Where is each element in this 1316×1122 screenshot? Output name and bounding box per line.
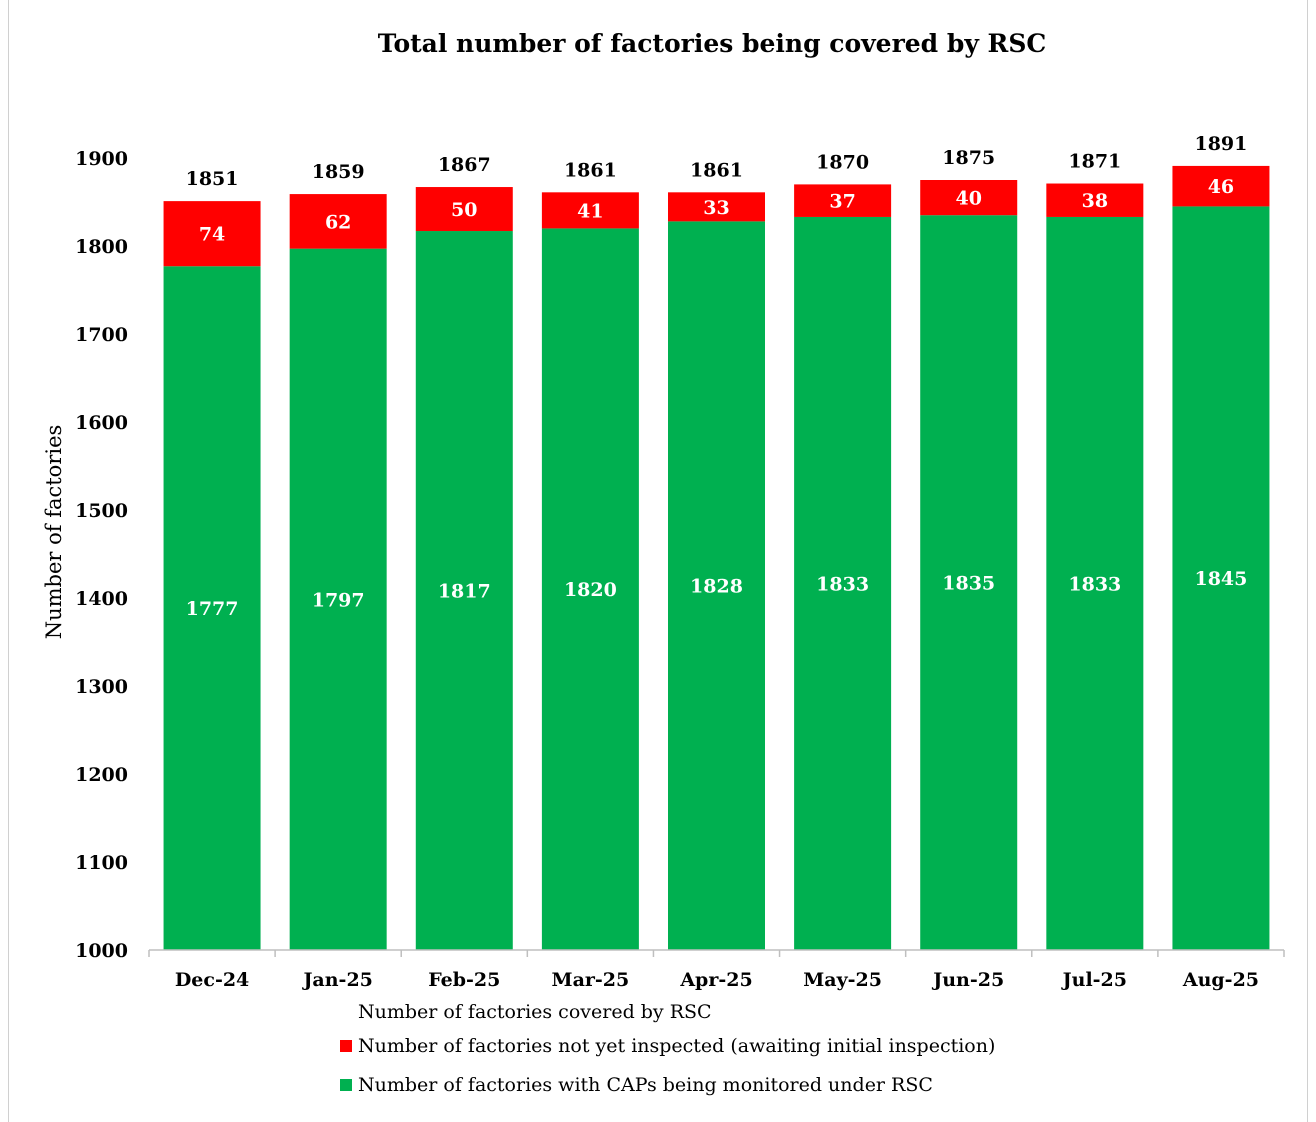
- data-label-not-inspected: 74: [199, 224, 225, 246]
- bar-not-inspected: [794, 184, 892, 217]
- x-tick-label: Apr-25: [679, 969, 752, 991]
- data-label-not-inspected: 37: [829, 191, 855, 213]
- data-label-total: 1859: [312, 161, 365, 183]
- bar-not-inspected: [1172, 165, 1270, 207]
- chart-title: Total number of factories being covered …: [378, 29, 1047, 58]
- y-tick-label: 1200: [75, 764, 128, 786]
- bar-not-inspected: [1046, 183, 1144, 217]
- y-tick-label: 1900: [75, 148, 128, 170]
- data-label-not-inspected: 41: [577, 200, 603, 222]
- data-label-not-inspected: 62: [325, 211, 351, 233]
- data-label-total: 1870: [816, 151, 869, 173]
- legend-swatch: [340, 1079, 352, 1091]
- bar-monitored: [415, 231, 513, 951]
- bar-monitored: [920, 215, 1018, 950]
- chart-frame: [8, 0, 1308, 1122]
- x-axis-title: Number of factories covered by RSC: [358, 1001, 712, 1023]
- y-tick-label: 1100: [75, 852, 128, 874]
- bar-monitored: [668, 221, 765, 951]
- data-label-total: 1861: [690, 159, 743, 181]
- bar-monitored: [541, 228, 639, 950]
- bar-not-inspected: [920, 180, 1018, 216]
- y-tick-label: 1600: [75, 412, 128, 434]
- x-tick-label: Aug-25: [1182, 969, 1259, 991]
- x-tick-label: Feb-25: [428, 969, 500, 991]
- data-label-monitored: 1817: [438, 581, 491, 603]
- data-label-not-inspected: 46: [1208, 176, 1234, 198]
- bar-monitored: [289, 248, 387, 950]
- legend-label: Number of factories with CAPs being moni…: [358, 1074, 933, 1096]
- x-axis: Dec-24 Jan-25 Feb-25 Mar-25 Apr-25 May-25 Jun-…: [148, 949, 1285, 991]
- y-tick-label: 1400: [75, 588, 128, 610]
- legend-swatch: [340, 1040, 352, 1052]
- data-label-monitored: 1828: [690, 576, 743, 598]
- bar-monitored: [1046, 216, 1144, 950]
- y-tick-label: 1800: [75, 236, 128, 258]
- x-tick-label: Jul-25: [1061, 969, 1127, 991]
- data-label-total: 1867: [438, 154, 491, 176]
- bar-monitored: [794, 216, 892, 950]
- data-label-not-inspected: 50: [451, 199, 477, 221]
- bar-monitored: [1172, 206, 1270, 950]
- y-axis-title: Number of factories: [42, 425, 66, 640]
- x-tick-label: Dec-24: [175, 969, 249, 991]
- x-tick-label: Jan-25: [301, 969, 372, 991]
- bar-monitored: [163, 266, 261, 950]
- data-label-total: 1871: [1068, 151, 1121, 173]
- bar-not-inspected: [163, 201, 261, 267]
- x-tick-label: Mar-25: [552, 969, 630, 991]
- bar-not-inspected: [289, 194, 387, 249]
- data-label-not-inspected: 33: [703, 197, 729, 219]
- data-label-not-inspected: 38: [1082, 190, 1108, 212]
- data-label-not-inspected: 40: [955, 188, 981, 210]
- data-label-monitored: 1797: [312, 589, 365, 611]
- y-tick-label: 1000: [75, 940, 128, 962]
- data-label-monitored: 1777: [186, 598, 239, 620]
- data-label-total: 1875: [942, 147, 995, 169]
- y-tick-label: 1700: [75, 324, 128, 346]
- bars-group: 1777 74 1851 1797 62 1859 1817 50 1867 1820 41 1861…: [163, 133, 1270, 951]
- data-label-total: 1861: [564, 159, 617, 181]
- legend-label: Number of factories not yet inspected (a…: [358, 1035, 995, 1057]
- data-label-monitored: 1835: [942, 573, 995, 595]
- data-label-monitored: 1833: [1068, 573, 1121, 595]
- data-label-monitored: 1833: [816, 573, 869, 595]
- x-tick-label: Jun-25: [931, 969, 1004, 991]
- bar-not-inspected: [541, 192, 639, 229]
- y-tick-label: 1500: [75, 500, 128, 522]
- data-label-total: 1891: [1194, 133, 1247, 155]
- y-tick-label: 1300: [75, 676, 128, 698]
- bar-not-inspected: [415, 187, 513, 232]
- data-label-total: 1851: [186, 168, 239, 190]
- data-label-monitored: 1845: [1194, 568, 1247, 590]
- y-axis: 1000 1100 1200 1300 1400 1500 1600 1700 1800 1900: [75, 148, 128, 962]
- data-label-monitored: 1820: [564, 579, 617, 601]
- x-tick-label: May-25: [803, 969, 882, 991]
- bar-not-inspected: [668, 192, 765, 222]
- legend: Number of factories not yet inspected (a…: [340, 1035, 995, 1096]
